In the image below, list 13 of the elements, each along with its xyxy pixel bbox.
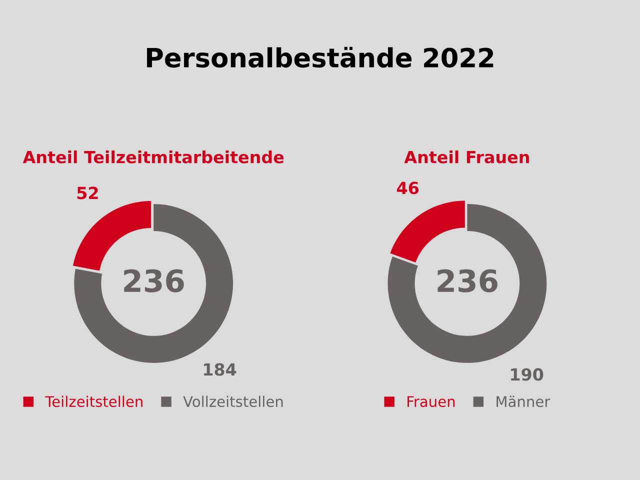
legend-label: Männer: [496, 396, 550, 408]
legend-label: Frauen: [408, 396, 455, 408]
legend-label: Vollzeitstellen: [183, 396, 283, 408]
text: 236: [438, 269, 498, 292]
text: Personalbestände 2022: [147, 46, 494, 68]
data-label: 52: [77, 186, 98, 200]
data-label: 184: [204, 363, 236, 376]
data-label: 46: [396, 182, 419, 194]
chart-title: Anteil Teilzeitmitarbeitende: [22, 150, 284, 164]
data-label: 190: [511, 368, 544, 381]
legend-label: Teilzeitstellen: [45, 396, 142, 408]
text: 236: [124, 269, 184, 292]
chart-title: Anteil Frauen: [404, 150, 529, 164]
